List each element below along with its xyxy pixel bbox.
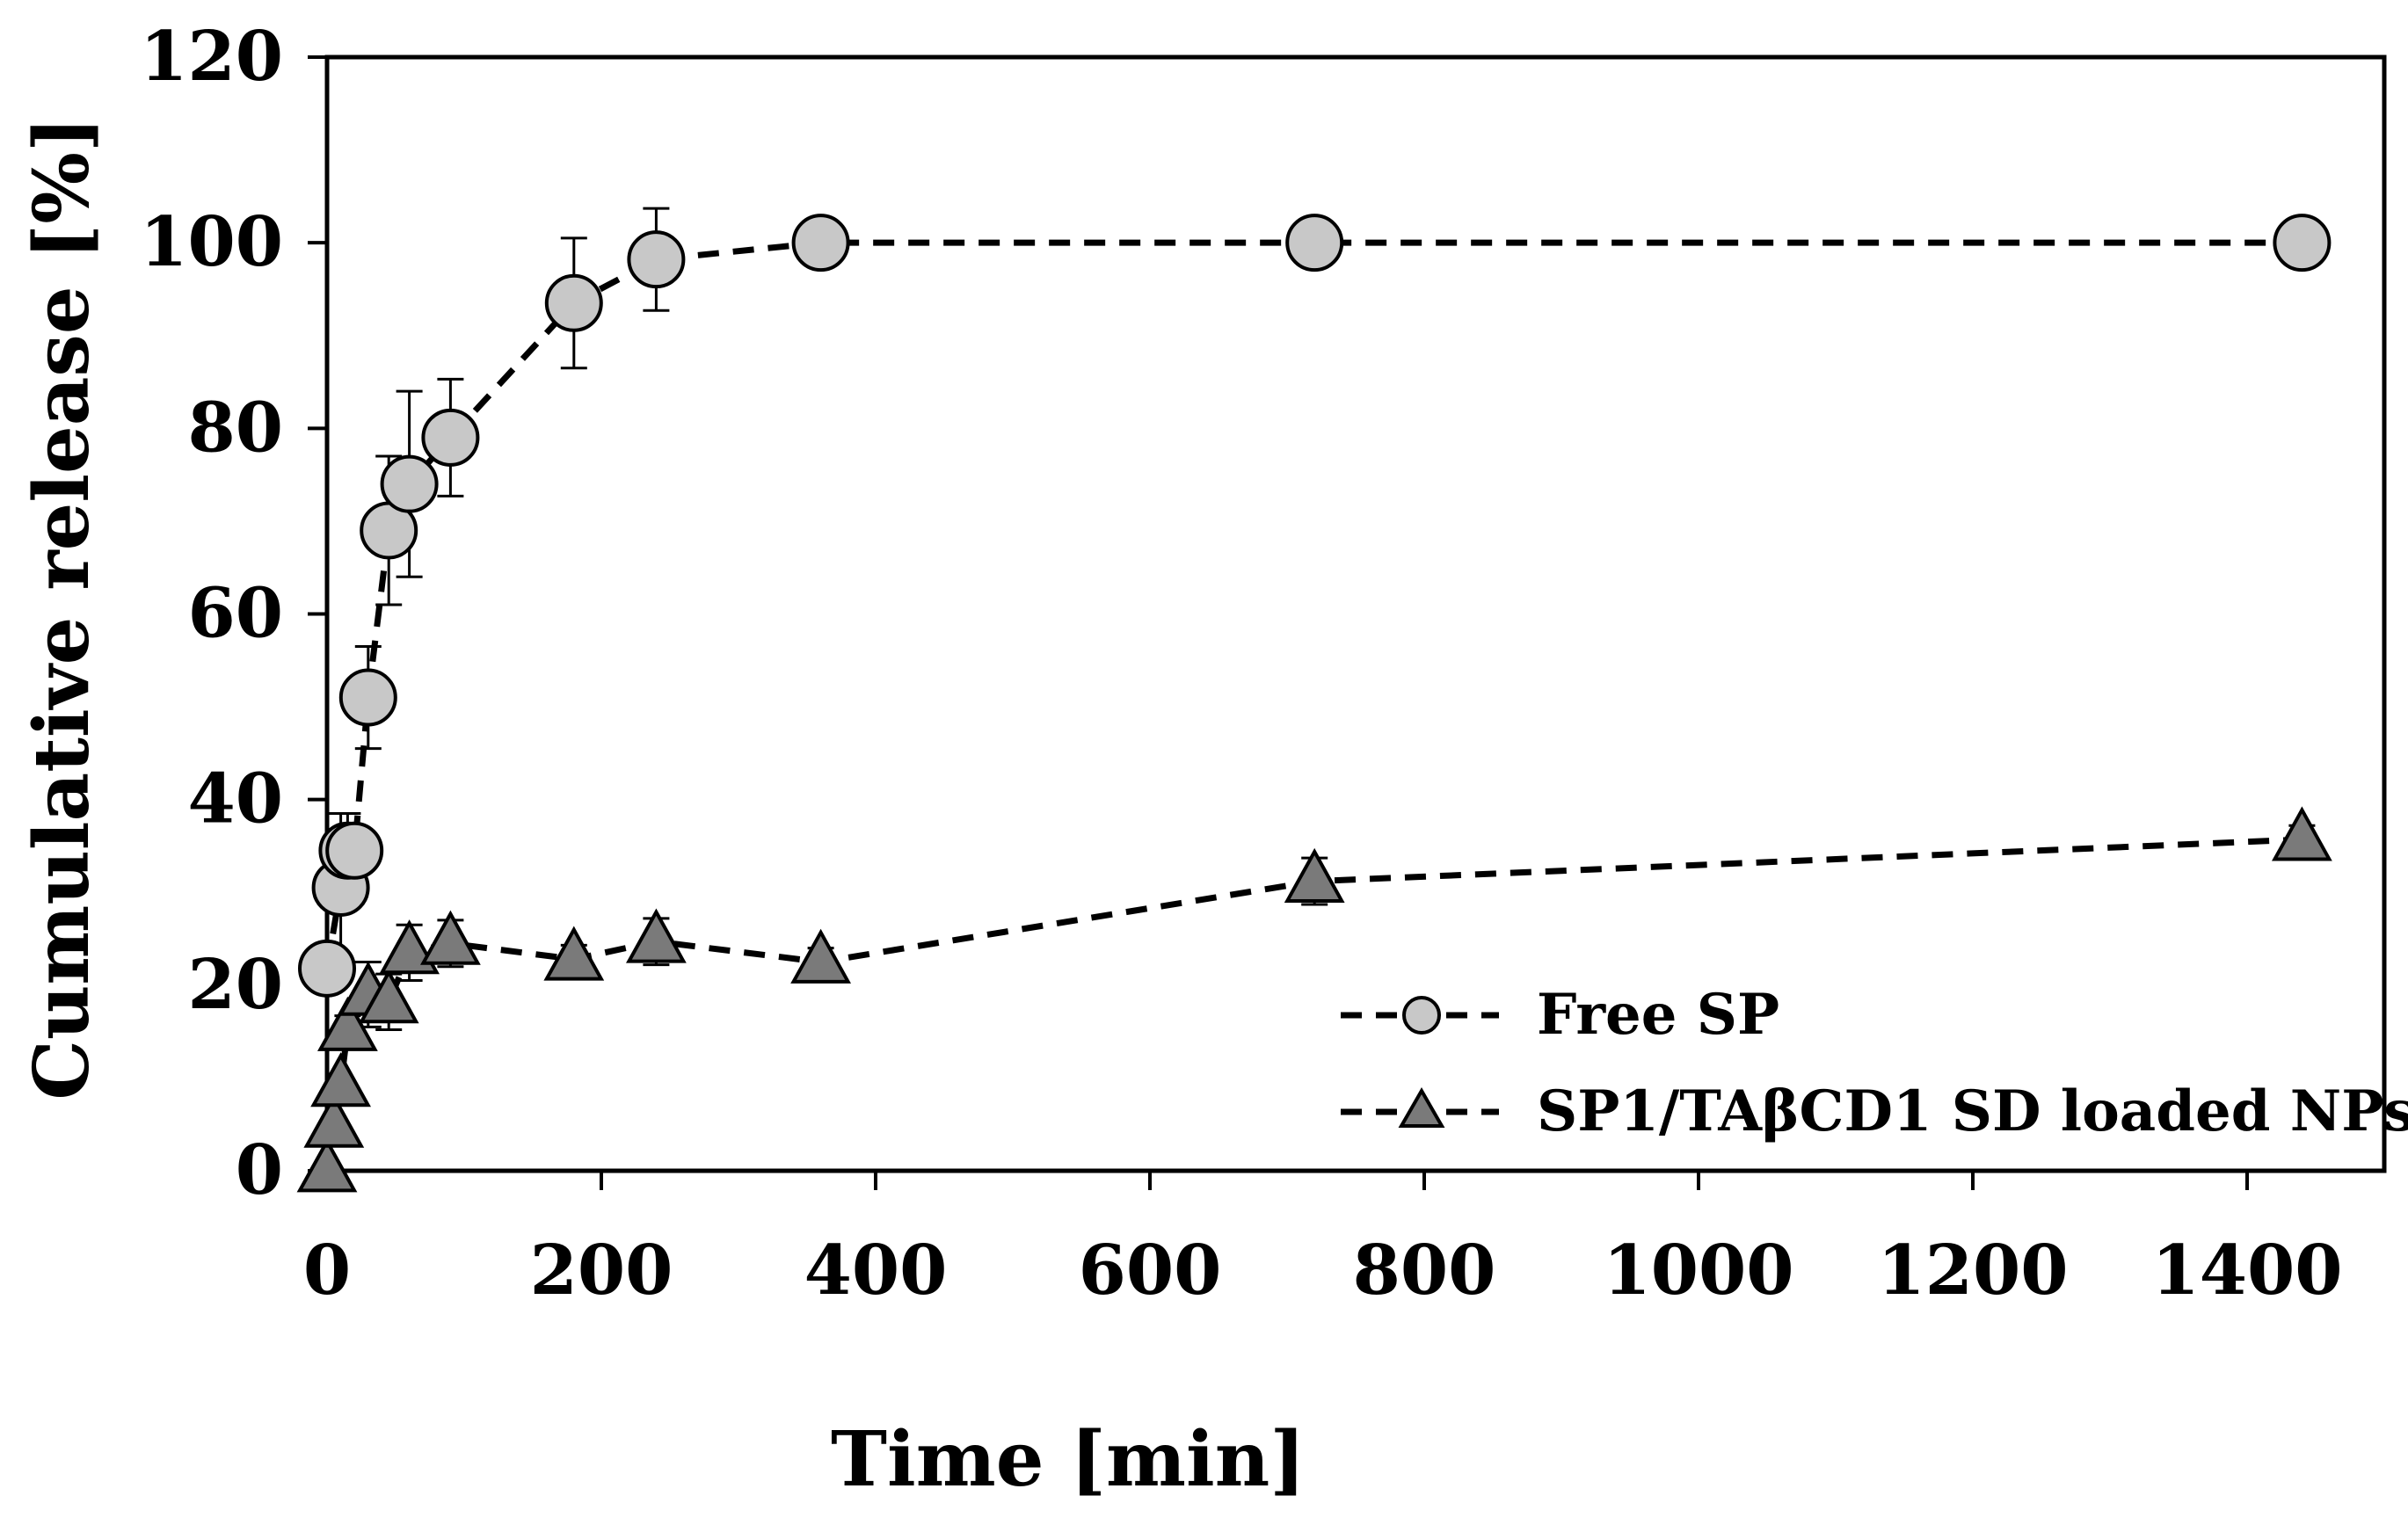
axis-ticks-group: 0 200 400 600 800 1000 1200 1400 0 20 40 60 80 100 120 [140, 17, 2342, 1311]
x-tick-label: 600 [1079, 1231, 1222, 1311]
data-point-sp1-np [358, 969, 419, 1024]
data-point-free-sp [298, 939, 356, 998]
legend: Free SP SP1/TAβCD1 SD loaded NPs [1341, 982, 2408, 1144]
data-point-free-sp [544, 273, 603, 332]
x-tick-label: 1200 [1877, 1231, 2068, 1311]
data-point-sp1-np [317, 996, 378, 1051]
data-point-free-sp [338, 668, 397, 727]
plot-frame-group [324, 54, 2387, 1173]
data-point-free-sp [380, 454, 439, 513]
data-point-sp1-np [1284, 847, 1345, 903]
y-tick-label: 100 [140, 202, 283, 282]
data-point-sp1-np [790, 928, 851, 984]
legend-marker-sp1-np [1398, 1086, 1445, 1128]
data-point-free-sp [421, 408, 480, 467]
data-point-sp1-np [626, 908, 687, 963]
x-axis-title: Time [min] [831, 1415, 1306, 1504]
y-axis-title: Cumulative release [%] [18, 116, 106, 1100]
legend-label-sp1-np: SP1/TAβCD1 SD loaded NPs [1537, 1078, 2408, 1144]
x-tick-label: 1000 [1603, 1231, 1793, 1311]
legend-marker-free-sp [1402, 996, 1441, 1035]
data-point-sp1-np [310, 1052, 371, 1107]
x-tick-label: 1400 [2151, 1231, 2342, 1311]
data-point-free-sp [791, 214, 850, 272]
data-point-free-sp [627, 230, 686, 289]
y-tick-label: 20 [187, 945, 283, 1025]
y-tick-label: 60 [187, 574, 283, 654]
data-point-sp1-np [543, 926, 605, 981]
data-point-sp1-np [296, 1137, 358, 1193]
data-point-free-sp [325, 821, 384, 880]
data-point-sp1-np [2272, 806, 2332, 861]
plot-area-frame [324, 54, 2387, 1173]
data-point-sp1-np [303, 1093, 365, 1148]
x-tick-label: 400 [804, 1231, 948, 1311]
data-point-free-sp [1285, 214, 1344, 272]
x-tick-label: 0 [303, 1231, 351, 1311]
series-lines-group [324, 239, 2303, 1172]
y-tick-label: 120 [140, 17, 283, 97]
y-tick-label: 0 [236, 1130, 283, 1210]
data-point-free-sp [2273, 214, 2332, 272]
legend-label-free-sp: Free SP [1537, 982, 1779, 1048]
data-point-sp1-np [420, 910, 481, 965]
x-tick-label: 800 [1353, 1231, 1496, 1311]
data-point-sp1-np [379, 919, 440, 975]
error-bars-group [327, 207, 2316, 1045]
y-tick-label: 40 [187, 759, 283, 839]
x-tick-label: 200 [530, 1231, 673, 1311]
y-tick-label: 80 [187, 388, 283, 468]
markers-group [296, 214, 2332, 1193]
